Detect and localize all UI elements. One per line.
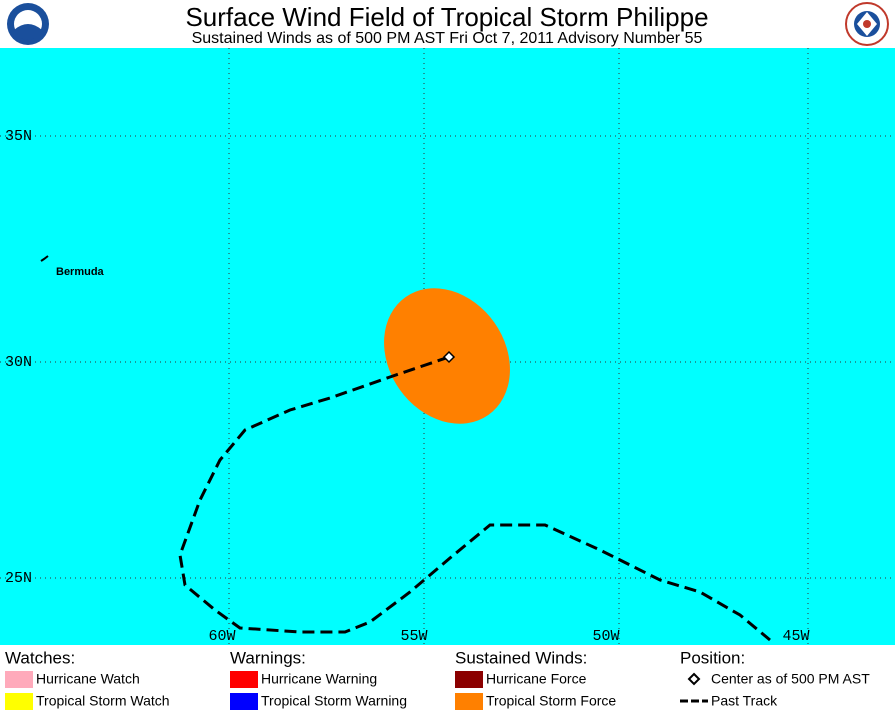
noaa-logo	[7, 3, 49, 45]
legend-item: Hurricane Watch	[36, 671, 140, 687]
legend-title: Warnings:	[230, 648, 306, 667]
legend-item: Tropical Storm Warning	[261, 693, 407, 709]
lat-label: 30N	[5, 354, 32, 371]
lon-label: 45W	[782, 628, 809, 645]
legend-item: Tropical Storm Force	[486, 693, 616, 709]
past-track	[178, 355, 771, 642]
legend-item: Tropical Storm Watch	[36, 693, 170, 709]
swatch	[230, 693, 258, 710]
center-icon	[687, 672, 701, 686]
swatch	[230, 671, 258, 688]
legend-item: Center as of 500 PM AST	[711, 671, 870, 687]
subtitle: Sustained Winds as of 500 PM AST Fri Oct…	[192, 30, 703, 47]
legend-item: Past Track	[711, 693, 778, 709]
legend: Watches: Hurricane Watch Tropical Storm …	[5, 648, 870, 710]
swatch	[455, 693, 483, 710]
lon-label: 50W	[592, 628, 619, 645]
lat-label: 35N	[5, 128, 32, 145]
lon-label: 55W	[400, 628, 427, 645]
place-label: Bermuda	[56, 266, 105, 278]
lon-label: 60W	[208, 628, 235, 645]
legend-title: Position:	[680, 648, 745, 667]
nws-logo	[845, 2, 889, 46]
swatch	[5, 671, 33, 688]
title: Surface Wind Field of Tropical Storm Phi…	[185, 2, 708, 32]
legend-title: Watches:	[5, 648, 75, 667]
legend-title: Sustained Winds:	[455, 648, 587, 667]
swatch	[455, 671, 483, 688]
bermuda-island	[40, 255, 49, 262]
storm-center	[442, 350, 456, 364]
lat-label: 25N	[5, 570, 32, 587]
legend-item: Hurricane Force	[486, 671, 587, 687]
legend-item: Hurricane Warning	[261, 671, 377, 687]
graticule	[0, 48, 895, 645]
swatch	[5, 693, 33, 710]
